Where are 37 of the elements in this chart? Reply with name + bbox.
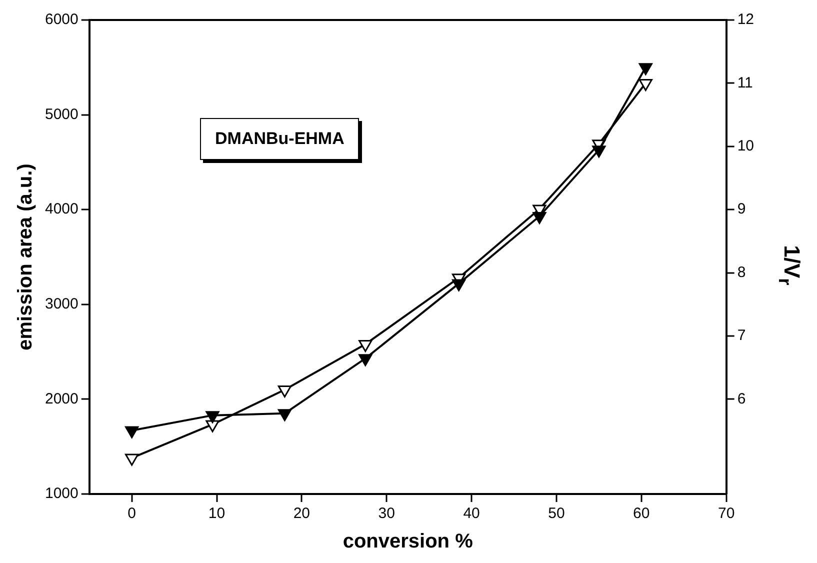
point <box>206 411 220 424</box>
y-tick-label: 5000 <box>44 106 78 123</box>
y-tick-label: 1000 <box>44 485 78 502</box>
point <box>278 385 292 398</box>
x-tick-label: 70 <box>718 505 735 522</box>
y2-tick-label: 11 <box>737 74 753 92</box>
x-tick-label: 50 <box>548 505 565 522</box>
point <box>358 340 372 352</box>
y2-tick-label: 7 <box>737 327 746 344</box>
y-tick-label: 6000 <box>44 11 78 28</box>
y2-tick-label: 10 <box>737 138 754 155</box>
x-axis-title: conversion % <box>342 530 474 553</box>
point <box>532 212 546 224</box>
y-axis-title: emission area (a.u.) <box>14 164 37 350</box>
x-tick-label: 20 <box>293 505 310 522</box>
point <box>638 78 652 91</box>
y2-tick-label: 8 <box>737 264 746 281</box>
x-tick-label: 40 <box>463 505 480 522</box>
y-tick-label: 2000 <box>44 390 78 408</box>
point <box>638 63 652 76</box>
point <box>358 354 372 366</box>
y-tick-label: 3000 <box>44 296 78 313</box>
point <box>278 409 292 422</box>
y2-tick-label: 9 <box>737 200 746 218</box>
x-tick-label: 30 <box>378 505 395 522</box>
point <box>206 420 220 432</box>
y2-tick-label: 12 <box>737 11 754 28</box>
annotation: DMANBu-EHMA <box>200 118 360 160</box>
y2-tick-label: 6 <box>737 390 746 408</box>
point <box>452 279 466 292</box>
point <box>592 146 606 158</box>
point <box>125 426 139 438</box>
x-tick-label: 0 <box>128 505 136 522</box>
x-tick-label: 60 <box>633 505 650 522</box>
x-tick-label: 10 <box>208 505 226 522</box>
point <box>125 454 139 466</box>
y-tick-label: 4000 <box>44 200 78 218</box>
